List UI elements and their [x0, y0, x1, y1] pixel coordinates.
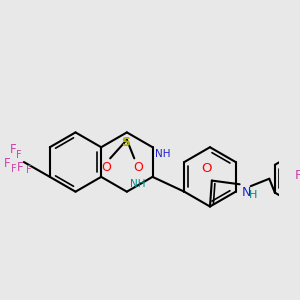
Text: F: F — [16, 150, 22, 160]
Text: F: F — [295, 169, 300, 182]
Text: F: F — [10, 142, 16, 156]
Text: F: F — [17, 161, 23, 174]
Text: O: O — [101, 161, 111, 174]
Text: H: H — [249, 190, 257, 200]
Text: NH: NH — [130, 179, 145, 189]
Text: O: O — [133, 161, 143, 174]
Text: N: N — [242, 186, 251, 199]
Text: F: F — [11, 164, 16, 174]
Text: O: O — [201, 162, 211, 175]
Text: F: F — [26, 165, 32, 175]
Text: NH: NH — [155, 149, 171, 159]
Text: F: F — [4, 158, 11, 170]
Text: S: S — [122, 136, 130, 149]
